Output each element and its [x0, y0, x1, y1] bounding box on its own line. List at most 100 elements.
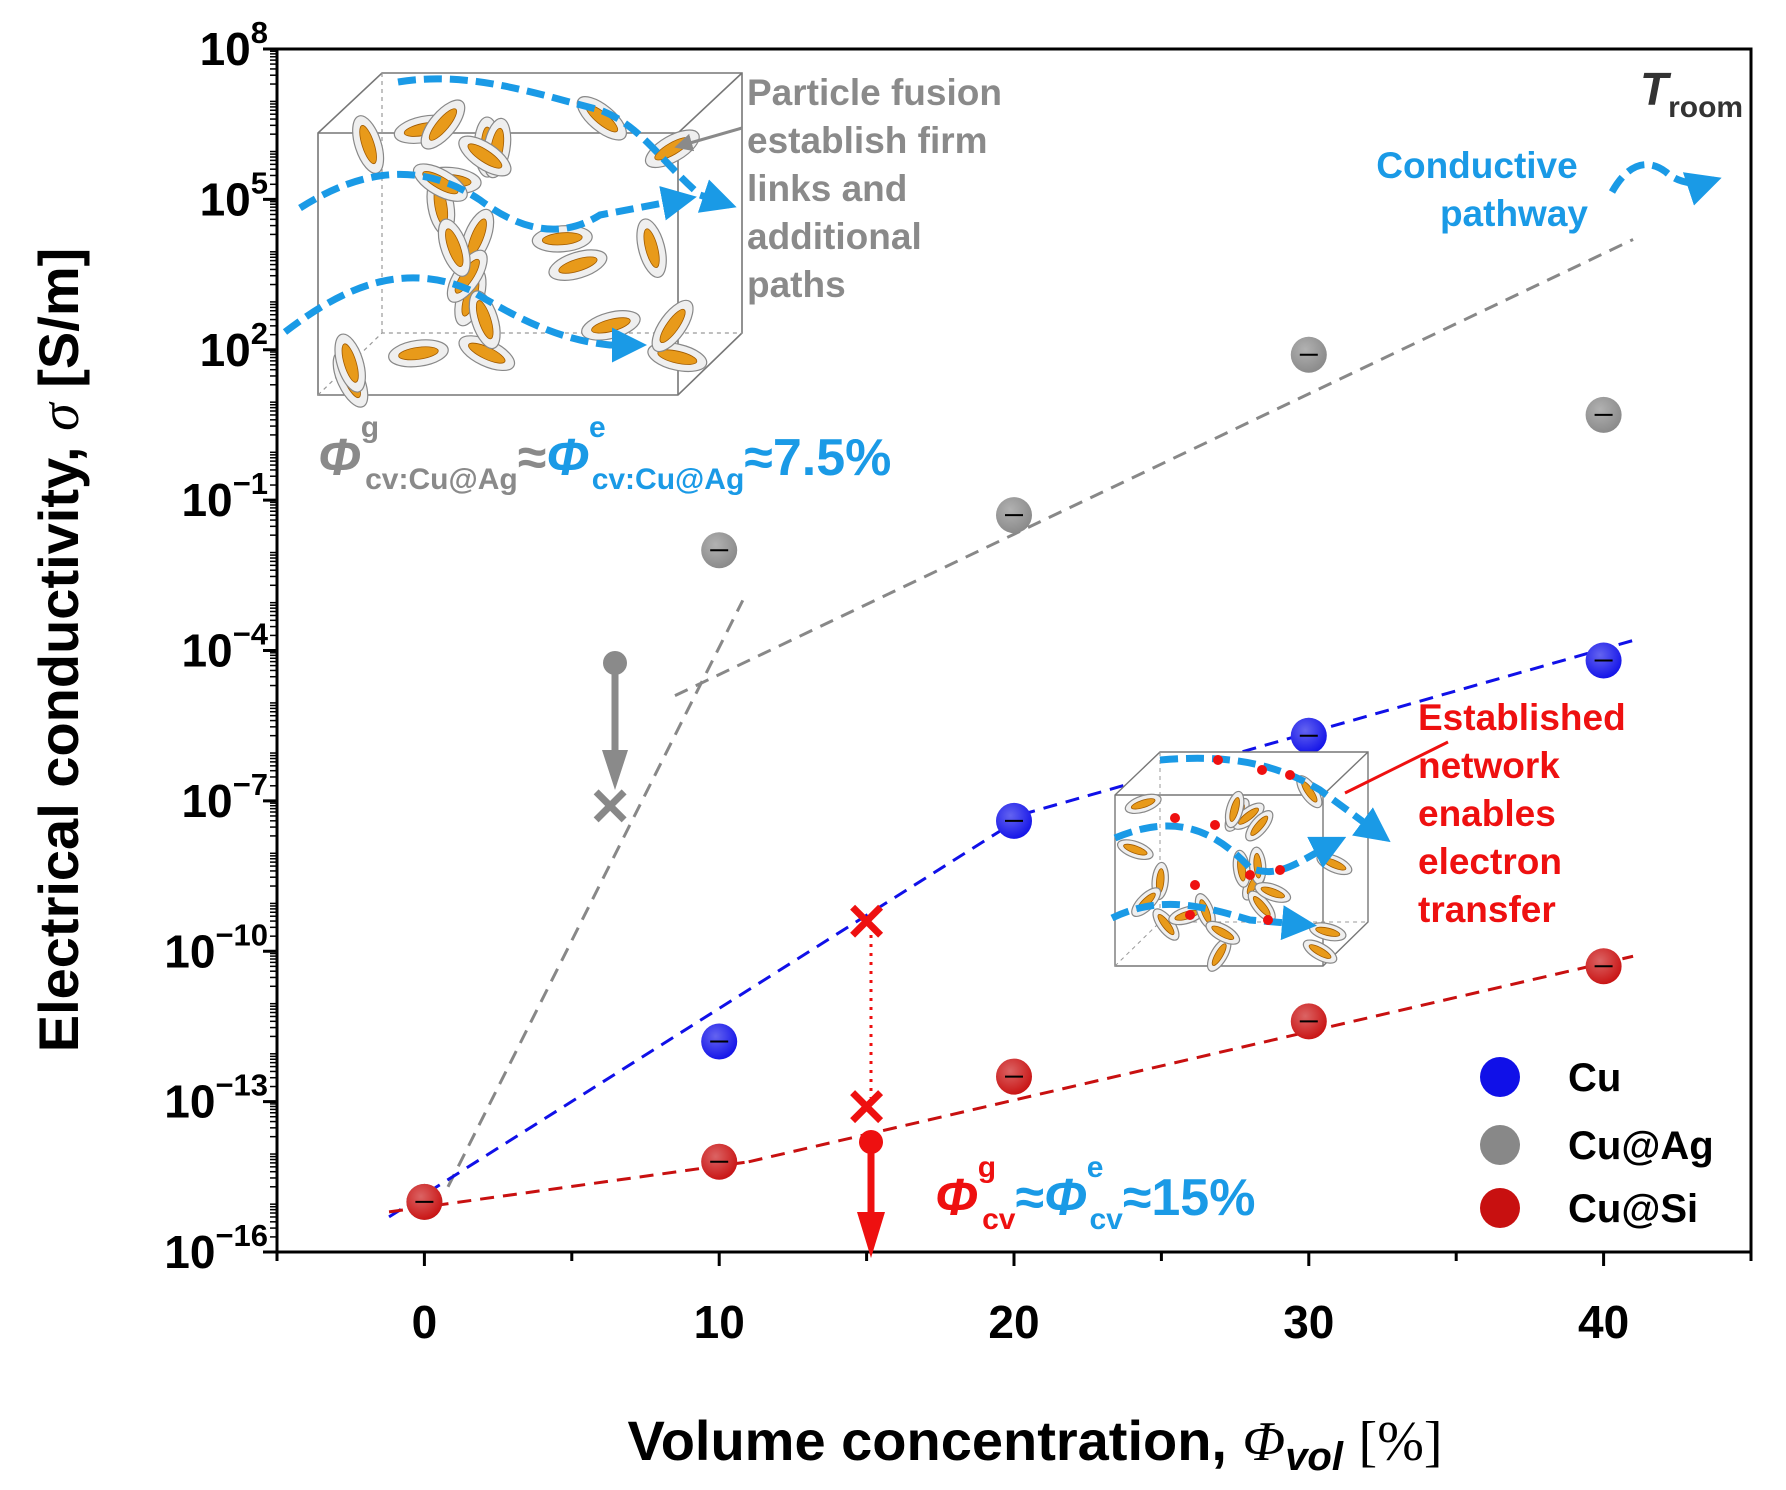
data-point-cu-si — [701, 1143, 738, 1180]
axis-ticks — [263, 47, 1753, 1266]
data-point-cu-ag — [1585, 396, 1622, 433]
y-tick-label: 108 — [200, 15, 268, 75]
particle — [531, 225, 593, 253]
particle — [651, 299, 694, 353]
cu-threshold-equation: Φg cv≈Φe cv≈15% — [935, 1151, 1255, 1236]
contact-dot — [1210, 820, 1220, 830]
fusion-annotation: Particle fusion establish firm links and… — [747, 72, 1012, 305]
crossing-marker — [850, 904, 884, 938]
particle — [388, 339, 449, 368]
pathway-arrow — [282, 274, 647, 363]
particle — [636, 218, 667, 279]
legend-label-cu: Cu — [1568, 1056, 1621, 1100]
crossing-marker — [593, 789, 627, 823]
y-tick-labels: 10−16 10−13 10−10 10−7 10−4 10−1 102 105 108 — [164, 15, 269, 1278]
trend-line — [674, 238, 1634, 697]
data-point-cu — [996, 802, 1032, 839]
contact-dot — [1275, 865, 1285, 875]
data-point-cu-si — [996, 1058, 1032, 1095]
contact-dot — [1185, 910, 1195, 920]
trend-line — [388, 1160, 749, 1214]
particle — [1232, 802, 1265, 830]
pathway-arrow — [1110, 900, 1317, 941]
troom-label: Troom — [1640, 63, 1743, 124]
x-tick-label: 0 — [412, 1296, 438, 1348]
particle — [1124, 793, 1162, 815]
particle — [458, 135, 512, 177]
x-tick-label: 30 — [1283, 1296, 1334, 1348]
particle — [1206, 937, 1232, 972]
ag-threshold-equation: Φg cv:Cu@Ag≈Φe cv:Cu@Ag≈7.5% — [318, 411, 891, 496]
contact-dot — [1263, 915, 1273, 925]
particle — [1116, 839, 1154, 861]
y-tick-label: 10−1 — [181, 466, 268, 526]
x-tick-label: 40 — [1578, 1296, 1629, 1348]
conductive-pathway-arrow — [1608, 161, 1722, 206]
pathway-arrow — [397, 75, 737, 213]
pathway-arrow — [298, 170, 697, 233]
network-pointer — [1344, 740, 1449, 795]
y-axis-title: Electrical conductivity, σ [S/m] — [27, 248, 91, 1053]
data-point-cu-ag — [701, 532, 738, 569]
particle-network-inset-top — [282, 72, 743, 408]
contact-dot — [1285, 770, 1295, 780]
legend-label-cu-ag: Cu@Ag — [1568, 1124, 1714, 1168]
x-tick-labels: 0 10 20 30 40 — [412, 1296, 1630, 1348]
y-tick-label: 10−10 — [164, 917, 268, 977]
y-tick-label: 102 — [200, 316, 268, 376]
gray-threshold-arrow — [602, 651, 628, 790]
trend-line — [446, 599, 745, 1188]
pathway-arrow — [1159, 754, 1391, 843]
particle — [1308, 922, 1347, 942]
particle — [437, 218, 471, 277]
particle — [352, 115, 385, 174]
data-point-cu-si — [1290, 1003, 1327, 1040]
data-point-cu-ag — [996, 497, 1032, 534]
y-tick-label: 10−16 — [164, 1218, 268, 1278]
contact-dot — [1190, 880, 1200, 890]
y-tick-label: 10−13 — [164, 1068, 268, 1128]
particle — [334, 333, 366, 393]
network-annotation: Established network enables electron tra… — [1418, 697, 1636, 930]
particle — [420, 99, 466, 150]
particle — [1152, 908, 1180, 941]
data-point-cu — [1585, 642, 1622, 679]
pathway-annotation: Conductive pathway — [1376, 145, 1588, 234]
red-threshold-arrow — [857, 1130, 885, 1258]
legend-marker-cu-ag — [1480, 1125, 1520, 1165]
contact-dot — [1170, 813, 1180, 823]
legend-marker-cu-si — [1480, 1188, 1520, 1228]
y-tick-label: 10−4 — [181, 617, 268, 677]
data-point-cu-si — [1585, 948, 1622, 985]
particle — [1254, 882, 1292, 903]
data-point-cu — [701, 1023, 738, 1060]
legend: Cu Cu@Ag Cu@Si — [1480, 1056, 1714, 1231]
legend-marker-cu — [1480, 1057, 1520, 1097]
particle — [548, 249, 608, 281]
trend-line — [748, 954, 1634, 1164]
legend-label-cu-si: Cu@Si — [1568, 1187, 1698, 1231]
particle — [1224, 790, 1245, 829]
y-tick-label: 10−7 — [181, 767, 268, 827]
contact-dot — [1257, 765, 1267, 775]
particle — [1205, 920, 1241, 945]
crossing-marker — [850, 1090, 884, 1124]
data-point-cu — [1290, 717, 1327, 754]
x-tick-label: 10 — [694, 1296, 745, 1348]
fusion-pointer — [674, 126, 743, 152]
data-point-cu-si — [406, 1183, 443, 1220]
contact-dot — [1245, 870, 1255, 880]
particle — [1302, 939, 1338, 964]
x-axis-title: Volume concentration, Φvol [%] — [628, 1409, 1443, 1482]
particle-network-inset-bottom — [1110, 751, 1391, 972]
particle — [1245, 810, 1274, 842]
pathway-arrow — [1113, 822, 1347, 876]
data-point-cu-ag — [1290, 336, 1327, 373]
y-tick-label: 105 — [200, 165, 268, 225]
contact-dot — [1213, 755, 1223, 765]
data-points — [406, 336, 1622, 1220]
trend-line — [388, 824, 1009, 1219]
crossing-markers — [593, 789, 884, 1124]
x-tick-label: 20 — [988, 1296, 1039, 1348]
